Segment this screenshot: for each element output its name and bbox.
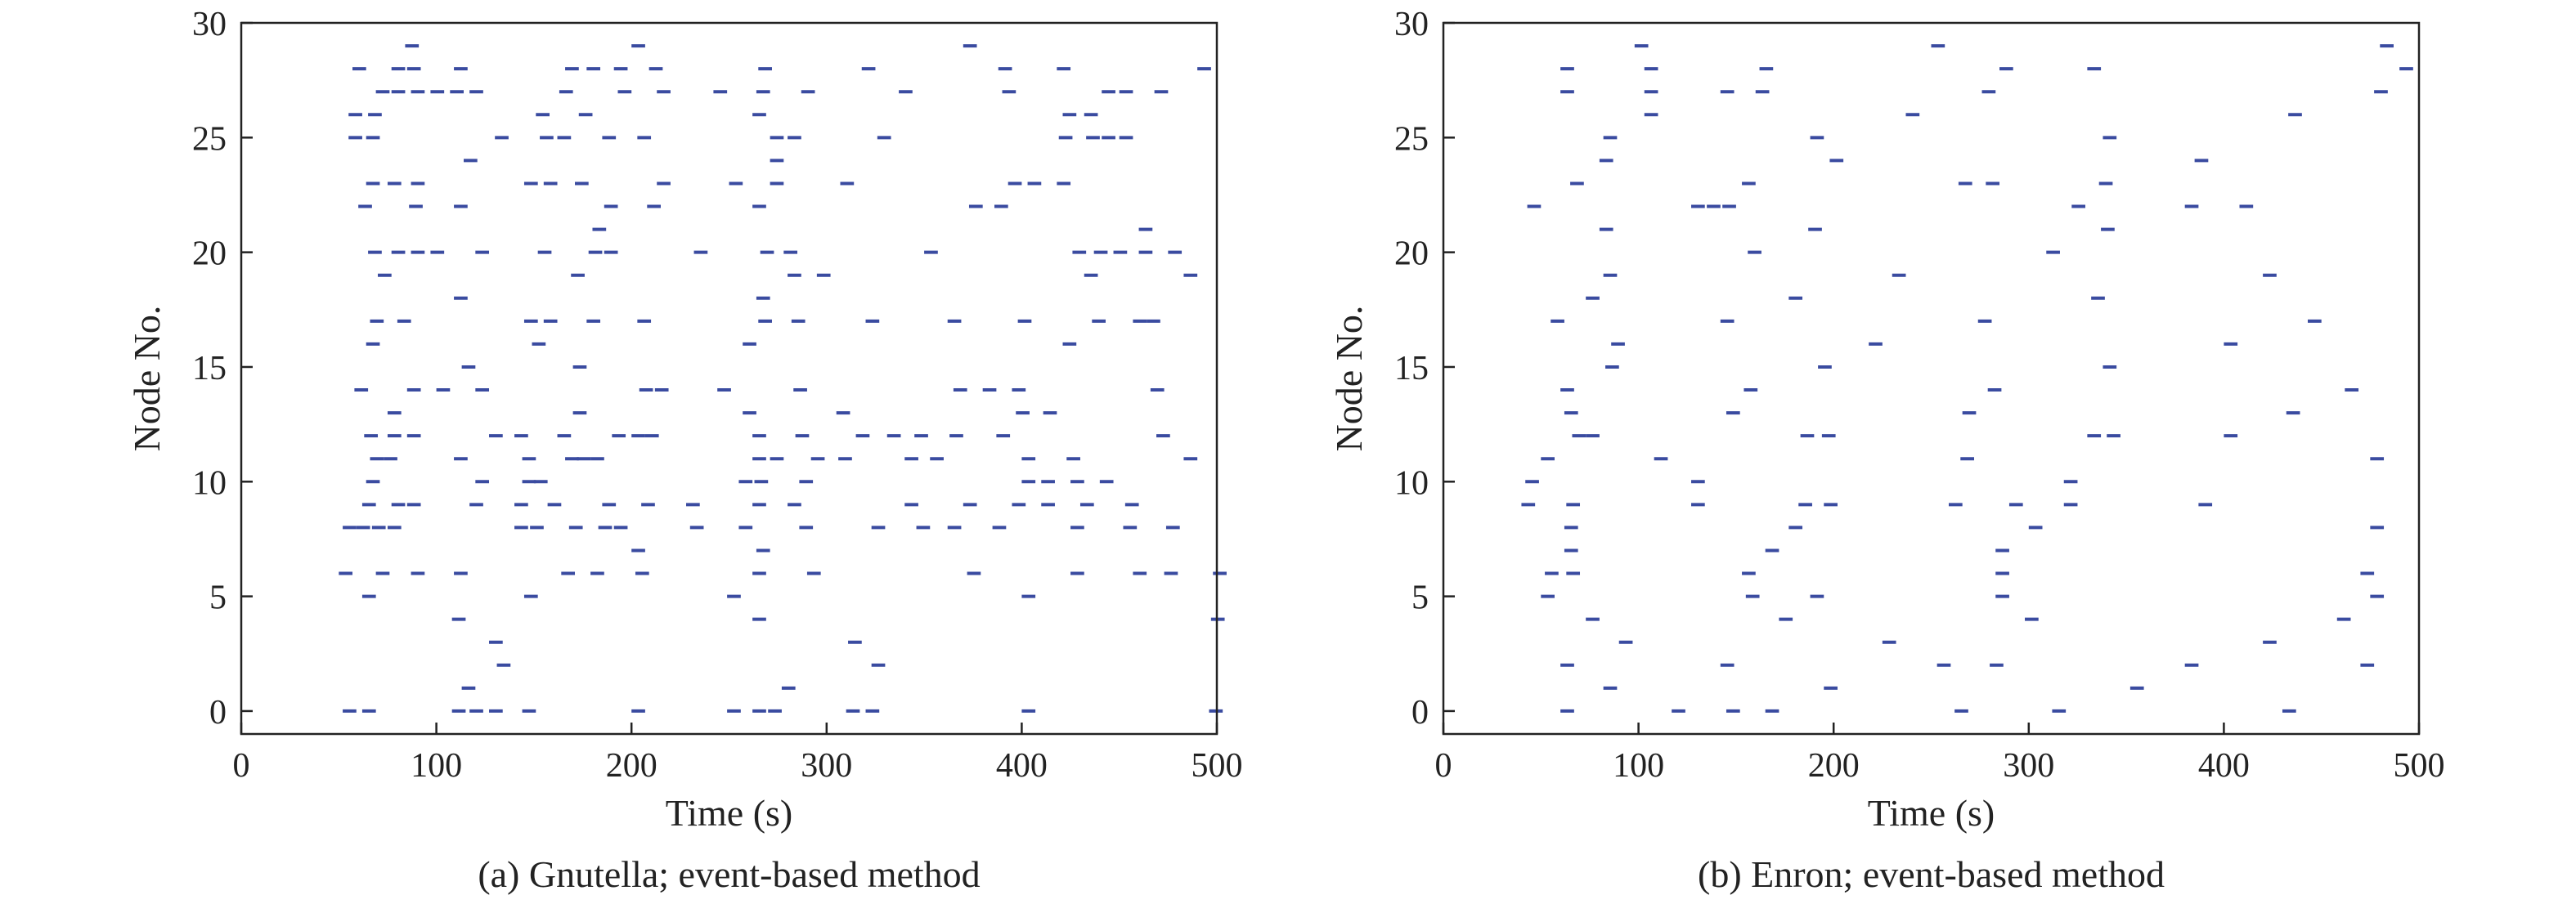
x-axis-label: Time (s) [666,792,793,834]
y-tick-label: 30 [192,6,227,43]
y-tick-label: 15 [1394,350,1429,387]
x-tick-label: 300 [2003,747,2054,785]
y-tick-label: 10 [1394,464,1429,502]
x-tick-label: 500 [1192,747,1243,785]
plot-frame [240,21,1218,736]
y-axis-label: Node No. [126,306,168,452]
x-tick-label: 400 [2198,747,2250,785]
y-tick-label: 0 [1411,694,1429,732]
y-tick-label: 30 [1394,6,1429,43]
panel-caption: (a) Gnutella; event-based method [478,853,980,895]
x-axis-label: Time (s) [1868,792,1995,834]
x-tick-label: 0 [233,747,250,785]
y-tick-label: 15 [192,350,227,387]
y-tick-label: 5 [209,580,227,617]
x-tick-label: 200 [606,747,657,785]
plot-frame [1442,21,2421,736]
x-tick-label: 300 [801,747,852,785]
y-tick-label: 10 [192,464,227,502]
panel-b: 0 100 200 300 400 500 0 5 10 15 20 25 30 Time (s) Node… [1328,6,2445,895]
x-tick-label: 400 [996,747,1048,785]
y-tick-label: 25 [192,120,227,158]
y-tick-label: 20 [192,235,227,273]
event-marks [1521,44,2413,713]
x-tick-label: 200 [1808,747,1860,785]
x-tick-label: 0 [1435,747,1452,785]
y-tick-label: 5 [1411,580,1429,617]
panel-a: 0 100 200 300 400 500 0 5 10 15 20 25 30 Time (s) Node… [126,6,1243,895]
y-tick-label: 20 [1394,235,1429,273]
panel-caption: (b) Enron; event-based method [1698,853,2165,895]
x-tick-label: 100 [411,747,462,785]
x-tick-label: 500 [2394,747,2445,785]
y-axis-label: Node No. [1328,306,1370,452]
y-tick-label: 0 [209,694,227,732]
event-marks [339,44,1227,713]
y-tick-label: 25 [1394,120,1429,158]
x-tick-label: 100 [1613,747,1664,785]
